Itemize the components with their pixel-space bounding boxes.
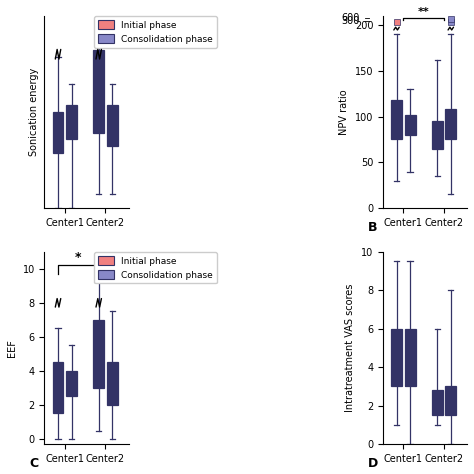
PathPatch shape xyxy=(93,50,104,133)
Y-axis label: EEF: EEF xyxy=(7,339,17,357)
Legend: Initial phase, Consolidation phase: Initial phase, Consolidation phase xyxy=(94,253,217,283)
Text: 300: 300 xyxy=(342,16,360,26)
PathPatch shape xyxy=(405,115,416,135)
PathPatch shape xyxy=(432,390,443,415)
Y-axis label: Sonication energy: Sonication energy xyxy=(29,68,39,156)
PathPatch shape xyxy=(446,386,456,415)
Legend: Initial phase, Consolidation phase: Initial phase, Consolidation phase xyxy=(94,17,217,47)
PathPatch shape xyxy=(446,109,456,139)
PathPatch shape xyxy=(107,363,118,405)
Text: 600: 600 xyxy=(342,13,360,23)
Text: D: D xyxy=(368,457,378,470)
Text: C: C xyxy=(29,457,38,470)
Y-axis label: NPV ratio: NPV ratio xyxy=(339,89,349,135)
Y-axis label: Intratreatment VAS scores: Intratreatment VAS scores xyxy=(346,284,356,412)
Text: **: ** xyxy=(418,7,429,17)
PathPatch shape xyxy=(405,328,416,386)
Text: *: * xyxy=(75,251,82,264)
PathPatch shape xyxy=(107,105,118,146)
PathPatch shape xyxy=(432,121,443,149)
PathPatch shape xyxy=(53,112,64,153)
PathPatch shape xyxy=(391,100,402,139)
PathPatch shape xyxy=(66,105,77,139)
PathPatch shape xyxy=(66,371,77,396)
PathPatch shape xyxy=(53,363,64,413)
PathPatch shape xyxy=(93,320,104,388)
PathPatch shape xyxy=(391,328,402,386)
Text: B: B xyxy=(368,221,377,234)
